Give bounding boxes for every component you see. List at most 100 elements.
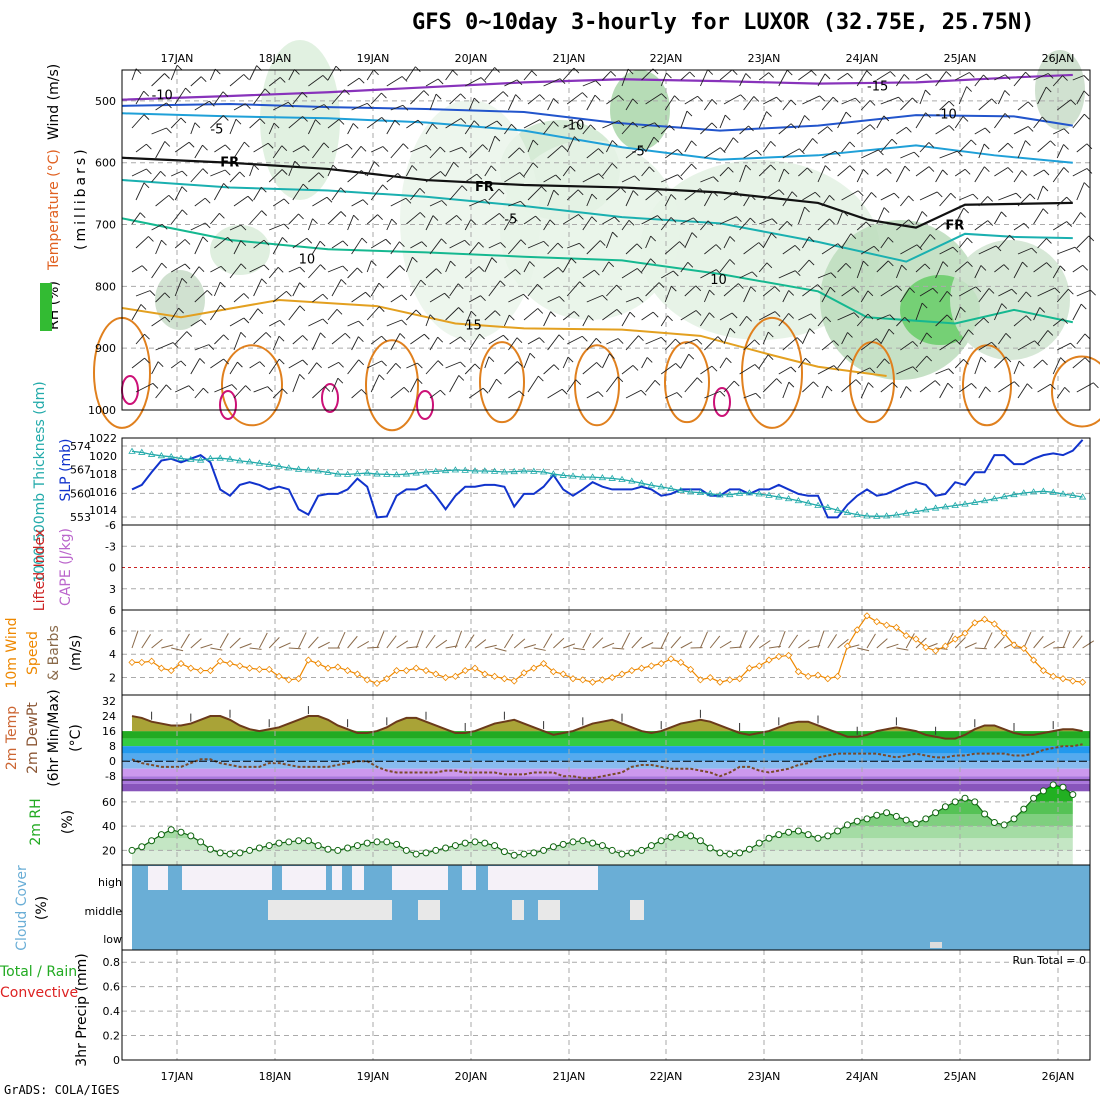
wind-barb bbox=[841, 141, 851, 153]
wind-barb bbox=[503, 314, 510, 327]
wind-barb bbox=[292, 183, 304, 201]
wind-barb bbox=[135, 90, 145, 105]
thickness-point bbox=[637, 479, 646, 486]
cloud-gap bbox=[418, 900, 440, 920]
wind-barb bbox=[885, 168, 892, 174]
rh-tick-label: 40 bbox=[102, 820, 116, 833]
thickness-point bbox=[343, 470, 352, 477]
wind-barb bbox=[896, 74, 905, 87]
wind-barb bbox=[243, 74, 250, 80]
contour-label: FR bbox=[220, 155, 239, 170]
wind-barb bbox=[484, 67, 496, 81]
rh-point bbox=[677, 831, 685, 839]
wind-barb bbox=[919, 332, 928, 345]
wind-barb bbox=[315, 119, 321, 125]
wind-barb bbox=[837, 210, 844, 225]
wind-barb bbox=[233, 240, 242, 255]
wind-barb bbox=[778, 123, 792, 135]
wind-barb bbox=[674, 95, 680, 102]
wind-barb bbox=[282, 237, 288, 243]
wind-barb bbox=[390, 104, 404, 111]
wind-barb bbox=[660, 315, 668, 327]
wind-barb bbox=[409, 378, 418, 393]
wind-barb bbox=[798, 167, 808, 177]
wind-barb bbox=[135, 236, 149, 249]
wind10m-barb bbox=[602, 642, 615, 649]
temperature-contour bbox=[713, 387, 731, 417]
wind-barb bbox=[233, 385, 246, 399]
wind10m-barb bbox=[582, 632, 592, 649]
x-date-label-bottom: 17JAN bbox=[161, 1070, 194, 1083]
wind-tick-label: 4 bbox=[109, 648, 116, 661]
wind-barb bbox=[980, 265, 987, 271]
wind-barb bbox=[320, 332, 326, 339]
thickness-tick-label: 560 bbox=[70, 487, 91, 500]
wind-barb bbox=[880, 96, 899, 105]
wind-barb bbox=[140, 304, 147, 310]
wind-barb bbox=[1076, 143, 1088, 153]
wind-barb bbox=[244, 141, 250, 148]
wind-barb bbox=[887, 237, 894, 243]
wind-barb bbox=[151, 262, 163, 279]
wind-barb bbox=[381, 335, 387, 342]
wind-barb bbox=[621, 68, 629, 87]
wind-barb bbox=[782, 290, 790, 303]
wind-barb bbox=[985, 386, 991, 393]
thickness-point bbox=[490, 467, 499, 474]
wind-barb bbox=[553, 364, 560, 370]
wind-barb bbox=[484, 199, 491, 205]
wind-barb bbox=[602, 120, 620, 129]
wind-barb bbox=[322, 293, 329, 300]
wind-barb bbox=[804, 115, 810, 121]
wind-barb bbox=[406, 212, 421, 225]
wind-barb bbox=[926, 73, 932, 80]
wind-barb bbox=[337, 377, 344, 384]
wind-barb bbox=[944, 222, 951, 228]
wind-barb bbox=[429, 93, 437, 111]
contour-label: -5 bbox=[504, 212, 517, 227]
wind10m-point bbox=[892, 623, 900, 632]
wind-barb bbox=[456, 215, 462, 221]
wind-barb bbox=[1090, 289, 1096, 296]
rh-point bbox=[755, 839, 763, 847]
wind-barb bbox=[641, 311, 654, 321]
wind-barb bbox=[488, 334, 504, 345]
wind-barb bbox=[958, 286, 977, 297]
wind-barb bbox=[901, 264, 907, 271]
ylabel-wind: Wind (m/s) bbox=[46, 64, 62, 140]
wind-barb bbox=[240, 224, 247, 231]
rh-point bbox=[902, 816, 910, 824]
wind-barb bbox=[523, 261, 531, 273]
wind-barb bbox=[437, 336, 444, 343]
wind-barb bbox=[498, 188, 505, 195]
wind-barb bbox=[219, 281, 226, 288]
wind-barb bbox=[958, 383, 972, 393]
wind-barb bbox=[458, 307, 464, 313]
thickness-point bbox=[432, 467, 440, 474]
wind-barb bbox=[637, 297, 644, 303]
wind-barb bbox=[1017, 247, 1032, 255]
wind-barb bbox=[1013, 126, 1029, 135]
wind-barb bbox=[1001, 211, 1007, 218]
wind-barb bbox=[566, 136, 575, 153]
wind-barb bbox=[802, 138, 813, 153]
wind-barb bbox=[214, 384, 233, 393]
wind-barb bbox=[915, 263, 926, 273]
thickness-point bbox=[608, 474, 616, 481]
wind-barb bbox=[821, 385, 828, 399]
wind10m-barb bbox=[503, 633, 514, 649]
wind10m-barb bbox=[131, 630, 139, 649]
wind-barb bbox=[277, 266, 284, 273]
contour-label: -5 bbox=[210, 123, 223, 138]
rh-point bbox=[1020, 805, 1028, 813]
wind-barb bbox=[602, 295, 608, 301]
wind-barb bbox=[299, 373, 305, 380]
wind-barb bbox=[539, 119, 546, 125]
wind-barb bbox=[210, 265, 222, 273]
wind-barb bbox=[547, 334, 560, 351]
wind-barb bbox=[595, 338, 602, 344]
rh-point bbox=[824, 832, 832, 840]
wind-barb bbox=[146, 143, 152, 150]
rh-point bbox=[667, 833, 675, 841]
rh-ylabel-1: 2m RH bbox=[28, 798, 44, 845]
